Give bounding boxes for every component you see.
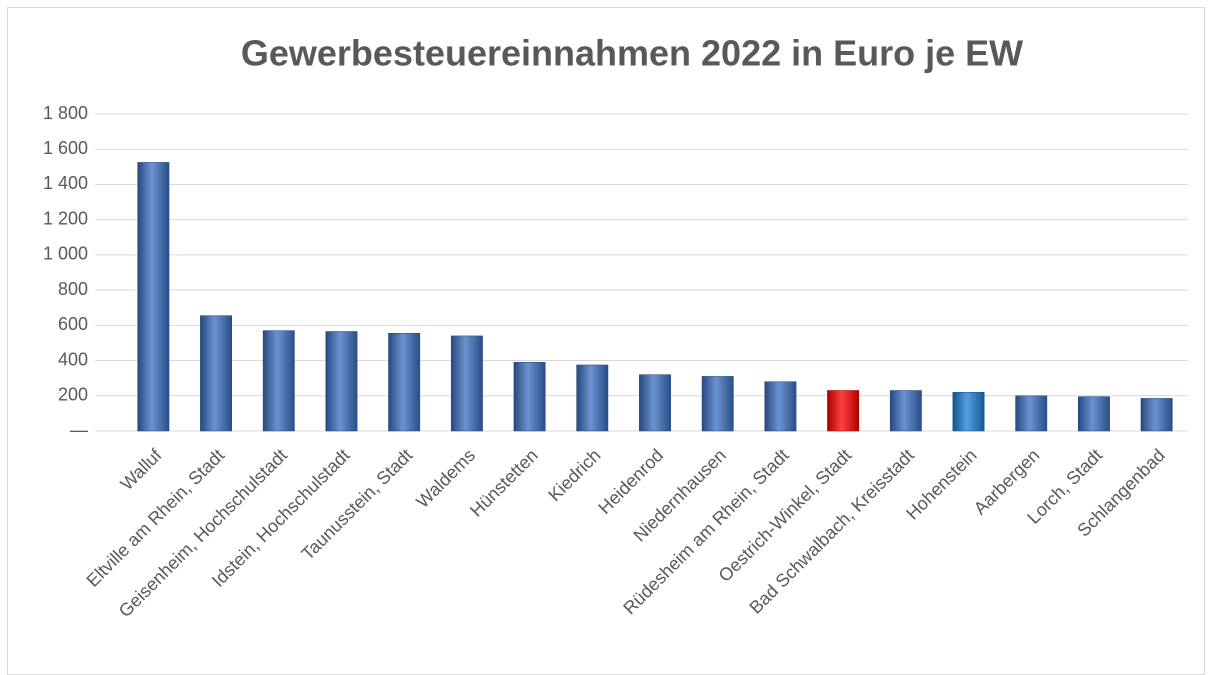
y-tick-label: 1 400 (43, 173, 88, 193)
y-tick-label: 1 600 (43, 138, 88, 158)
bar (137, 162, 170, 432)
y-tick-label: 800 (58, 279, 88, 299)
y-tick-label: — (70, 420, 88, 440)
bar (1078, 396, 1110, 432)
bar (513, 362, 546, 432)
bar (952, 392, 985, 432)
bar (764, 381, 797, 432)
chart-border (7, 7, 1205, 675)
x-tick-label: Taunusstein, Stadt (297, 445, 416, 564)
y-tick-label: 1 800 (43, 103, 88, 123)
bar (450, 335, 483, 432)
x-tick-label: Walluf (117, 444, 167, 494)
bar (701, 376, 734, 432)
bar (325, 331, 358, 432)
bar (1015, 395, 1048, 432)
x-tick-label: Kiedrich (544, 445, 604, 505)
bar (1140, 398, 1173, 432)
y-tick-label: 1 200 (43, 208, 88, 228)
chart-title: Gewerbesteuereinnahmen 2022 in Euro je E… (241, 33, 1023, 74)
x-tick-label: Waldems (412, 445, 479, 512)
bar (576, 364, 609, 432)
y-tick-label: 400 (58, 349, 88, 369)
y-tick-label: 200 (58, 385, 88, 405)
bar (827, 390, 860, 432)
bar (639, 374, 671, 432)
bar (388, 333, 421, 432)
x-tick-label: Hünstetten (466, 445, 542, 521)
y-tick-label: 600 (58, 314, 88, 334)
bar (889, 390, 922, 432)
y-tick-label: 1 000 (43, 244, 88, 264)
bar (200, 315, 232, 432)
bar (262, 330, 295, 432)
